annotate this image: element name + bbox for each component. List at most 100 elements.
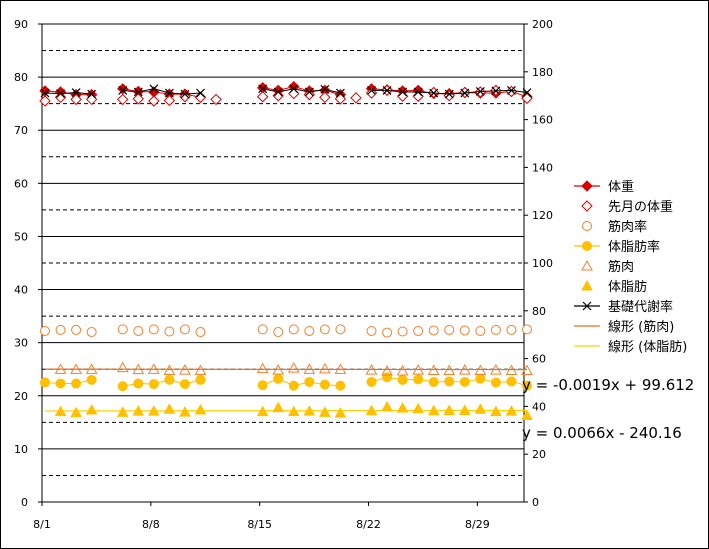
legend-swatch-marker (582, 301, 592, 311)
data-point (458, 404, 471, 415)
left-tick-label: 60 (14, 177, 28, 190)
left-tick-label: 10 (14, 443, 28, 456)
legend-swatch-marker (581, 180, 593, 192)
data-point (256, 91, 269, 103)
data-point (179, 364, 191, 375)
data-point (163, 94, 176, 107)
right-tick-label: 180 (532, 66, 553, 79)
data-point (287, 362, 300, 373)
data-point (133, 378, 144, 389)
data-point (413, 87, 423, 97)
data-point (40, 377, 50, 388)
series-7 (40, 84, 532, 99)
data-point (490, 405, 502, 417)
left-tick-label: 40 (14, 284, 28, 297)
series-group (39, 80, 533, 420)
data-point (522, 88, 532, 97)
data-point (490, 377, 501, 388)
legend-label: 体重 (608, 179, 634, 195)
data-point (506, 324, 517, 335)
data-point (320, 84, 330, 94)
data-point (256, 405, 269, 417)
data-point (334, 407, 347, 418)
data-point (334, 363, 347, 374)
left-tick-label: 80 (14, 71, 28, 84)
legend-item: 基礎代謝率 (574, 299, 673, 315)
data-point (304, 325, 315, 336)
data-point (443, 364, 456, 376)
data-point (54, 91, 67, 104)
data-point (194, 364, 207, 376)
data-point (521, 364, 533, 376)
x-tick-label: 8/15 (247, 518, 272, 531)
data-point (382, 327, 393, 338)
left-tick-label: 0 (21, 496, 28, 509)
data-point (474, 403, 487, 414)
series-line (262, 88, 341, 94)
data-point (303, 363, 316, 374)
x-tick-label: 8/22 (356, 518, 381, 531)
data-point (163, 403, 176, 414)
legend-label: 体脂肪率 (608, 239, 660, 255)
series-3 (40, 324, 532, 338)
data-point (366, 325, 377, 336)
data-point (179, 324, 190, 335)
left-tick-label: 30 (14, 337, 28, 350)
data-point (444, 324, 455, 335)
data-point (86, 374, 97, 385)
data-point (474, 364, 487, 376)
data-point (149, 84, 159, 94)
data-point (164, 88, 174, 98)
data-point (522, 324, 532, 335)
data-point (304, 87, 314, 97)
data-point (55, 378, 66, 389)
data-point (382, 85, 392, 95)
series-line (122, 88, 201, 95)
data-point (147, 405, 160, 416)
legend-label: 線形 (筋肉) (608, 319, 674, 335)
data-point (272, 401, 285, 413)
data-point (117, 93, 129, 106)
data-point (70, 406, 82, 418)
data-point (147, 363, 160, 374)
data-point (132, 363, 145, 375)
data-point (444, 89, 454, 99)
x-tick-label: 8/8 (142, 518, 160, 531)
data-point (272, 89, 284, 102)
data-point (319, 362, 331, 374)
data-point (505, 364, 518, 376)
data-point (70, 93, 82, 106)
data-point (335, 380, 346, 391)
right-tick-label: 80 (532, 305, 546, 318)
right-tick-label: 0 (532, 496, 539, 509)
legend-item: 体重 (574, 179, 634, 195)
data-point (287, 405, 300, 417)
data-point (195, 374, 206, 385)
data-point (87, 89, 97, 99)
legend-swatch-marker (581, 200, 593, 212)
data-point (132, 405, 145, 416)
right-tick-label: 160 (532, 114, 553, 127)
data-point (85, 363, 98, 374)
data-point (194, 403, 207, 415)
right-tick-label: 200 (532, 18, 553, 31)
trend-equation-1: y = -0.0019x + 99.612 (522, 376, 694, 394)
left-tick-label: 50 (14, 230, 28, 243)
data-point (257, 324, 268, 335)
legend-item: 先月の体重 (581, 199, 673, 215)
legend-item: 筋肉率 (582, 219, 647, 235)
data-point (116, 361, 129, 373)
data-point (133, 87, 143, 97)
data-point (397, 374, 408, 385)
left-axis-ticks: 0 10 20 30 40 50 60 70 80 90 (14, 18, 42, 509)
data-point (443, 404, 456, 415)
right-tick-label: 100 (532, 257, 553, 270)
legend-label: 先月の体重 (608, 199, 673, 215)
legend-label: 筋肉率 (608, 219, 647, 235)
data-point (40, 325, 50, 336)
data-point (117, 381, 128, 392)
legend-label: 筋肉 (608, 259, 634, 275)
data-point (319, 406, 331, 417)
data-point (210, 93, 222, 106)
legend-item: 線形 (筋肉) (574, 319, 674, 335)
